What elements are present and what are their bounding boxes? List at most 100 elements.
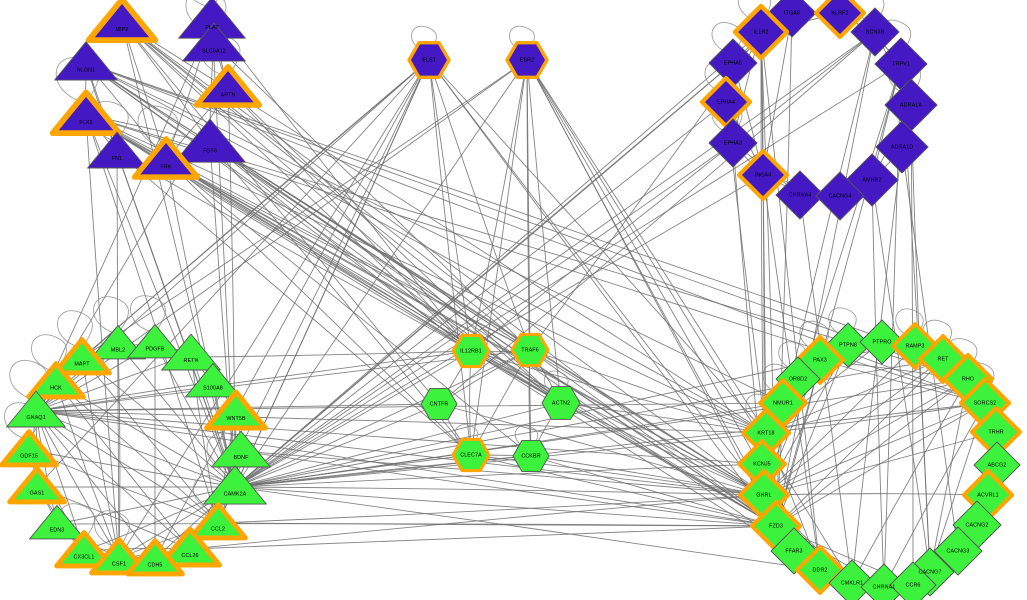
edge bbox=[530, 455, 777, 527]
graph-node-wnt5b[interactable] bbox=[204, 389, 268, 431]
graph-node-traf6[interactable] bbox=[510, 332, 550, 368]
graph-node-els1[interactable] bbox=[407, 40, 451, 80]
edge bbox=[35, 19, 213, 412]
edge bbox=[189, 525, 777, 550]
edge bbox=[209, 142, 562, 404]
graph-node-cntfr[interactable] bbox=[420, 387, 458, 421]
graph-node-fn1[interactable] bbox=[87, 131, 147, 169]
edge bbox=[234, 486, 777, 527]
graph-node-pdgfb[interactable] bbox=[127, 324, 183, 359]
edge bbox=[85, 62, 767, 434]
edge bbox=[213, 43, 531, 351]
graph-node-gas1[interactable] bbox=[7, 466, 67, 505]
graph-node-edn3[interactable] bbox=[29, 505, 85, 540]
edge bbox=[763, 431, 997, 496]
edge bbox=[165, 159, 531, 351]
edge bbox=[763, 378, 969, 496]
graph-node-fgf6[interactable] bbox=[174, 118, 246, 163]
graph-node-cckbr[interactable] bbox=[512, 439, 550, 473]
graph-node-slc6a12[interactable] bbox=[182, 22, 246, 62]
graph-node-actn2[interactable] bbox=[541, 386, 581, 420]
graph-node-il1r2[interactable] bbox=[732, 3, 790, 61]
edge bbox=[55, 59, 430, 383]
graph-node-adra1d[interactable] bbox=[875, 120, 929, 174]
edge bbox=[240, 450, 765, 496]
graph-node-scn3b[interactable] bbox=[850, 7, 900, 57]
self-loop-edge bbox=[828, 307, 857, 338]
edge bbox=[775, 358, 944, 527]
graph-node-ccl2[interactable] bbox=[188, 502, 248, 541]
graph-node-cacng4[interactable] bbox=[815, 171, 865, 221]
edge bbox=[234, 402, 562, 488]
graph-node-ptpro[interactable] bbox=[859, 319, 905, 365]
graph-node-adra1a[interactable] bbox=[884, 78, 938, 132]
edge bbox=[438, 31, 876, 405]
edge bbox=[217, 522, 777, 527]
graph-node-gdf15[interactable] bbox=[0, 429, 59, 468]
edge bbox=[165, 159, 765, 496]
edge bbox=[234, 359, 821, 488]
edge bbox=[121, 21, 440, 405]
graph-node-klrf2[interactable] bbox=[813, 0, 867, 40]
edge bbox=[234, 142, 734, 488]
graph-node-hck[interactable] bbox=[26, 361, 86, 400]
edge bbox=[85, 62, 765, 496]
graph-node-cx3cl1[interactable] bbox=[54, 530, 114, 569]
graph-node-inga4[interactable] bbox=[736, 148, 790, 202]
edge bbox=[529, 349, 767, 434]
graph-node-epha3[interactable] bbox=[708, 118, 758, 168]
edge bbox=[428, 59, 765, 496]
edge bbox=[35, 350, 472, 412]
graph-node-s100a8[interactable] bbox=[185, 363, 241, 398]
graph-node-chrna4[interactable] bbox=[775, 170, 825, 220]
graph-node-ccr6[interactable] bbox=[889, 561, 937, 600]
edge bbox=[763, 345, 916, 496]
edge bbox=[35, 410, 156, 560]
graph-node-ccl26[interactable] bbox=[158, 526, 222, 568]
edge bbox=[85, 114, 472, 352]
graph-node-epha4[interactable] bbox=[699, 75, 753, 129]
edge bbox=[428, 59, 531, 351]
edge bbox=[28, 449, 236, 488]
graph-node-clec7a[interactable] bbox=[451, 437, 491, 473]
graph-node-gnaq1[interactable] bbox=[6, 390, 66, 428]
graph-node-il12rb1[interactable] bbox=[451, 333, 491, 369]
edge bbox=[763, 358, 944, 496]
graph-node-itga8[interactable] bbox=[767, 0, 817, 38]
edge bbox=[234, 486, 765, 496]
graph-node-mbl2[interactable] bbox=[90, 325, 146, 360]
edge bbox=[526, 59, 767, 434]
edge bbox=[526, 59, 562, 404]
graph-node-retn[interactable] bbox=[161, 333, 221, 371]
edge bbox=[763, 402, 986, 496]
edge bbox=[35, 59, 528, 412]
edge bbox=[765, 402, 986, 434]
graph-node-esr2[interactable] bbox=[505, 40, 549, 80]
graph-node-frk[interactable] bbox=[131, 136, 201, 180]
graph-node-cacng3[interactable] bbox=[933, 526, 983, 576]
graph-node-bdnf[interactable] bbox=[211, 430, 271, 468]
edge bbox=[775, 402, 986, 527]
edge bbox=[560, 402, 765, 496]
graph-node-nlgn1[interactable] bbox=[54, 41, 118, 81]
graph-node-mip2[interactable] bbox=[85, 0, 159, 44]
graph-node-artn[interactable] bbox=[193, 64, 263, 108]
edge bbox=[560, 402, 767, 434]
edge bbox=[55, 381, 120, 559]
edge bbox=[428, 59, 767, 434]
graph-node-camk2a[interactable] bbox=[203, 465, 267, 505]
graph-node-cdh5[interactable] bbox=[125, 538, 185, 577]
edge bbox=[470, 350, 777, 527]
edge bbox=[234, 63, 902, 488]
edge bbox=[81, 357, 120, 559]
graph-node-flx1[interactable] bbox=[49, 89, 123, 137]
graph-node-mapt[interactable] bbox=[52, 337, 112, 376]
edge bbox=[234, 31, 876, 488]
edge bbox=[35, 410, 219, 524]
edge bbox=[35, 410, 191, 550]
edge bbox=[234, 402, 986, 488]
edge bbox=[851, 378, 969, 584]
